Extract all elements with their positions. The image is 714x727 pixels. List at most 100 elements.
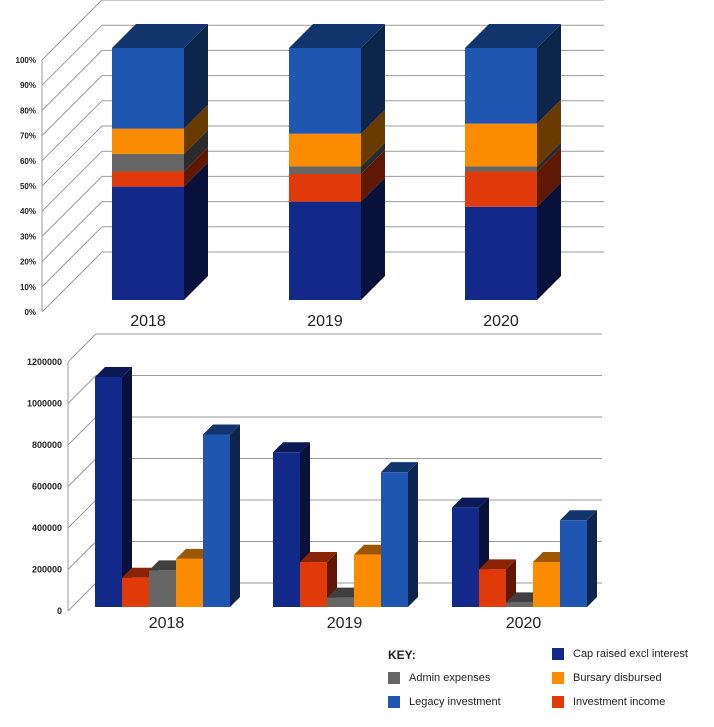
bar-2018-investment-income-value xyxy=(122,577,149,607)
bar-2020-legacy-investment-top xyxy=(465,24,561,48)
bar-2018-admin-expenses-side xyxy=(184,129,208,172)
bar-2019-cap-raised-excl-interest-side xyxy=(361,177,385,300)
bar-2020-bursary-disbursed xyxy=(465,123,537,167)
gridline-diagonal-1-5 xyxy=(41,125,103,187)
bar-2018-legacy-investment-value xyxy=(203,434,230,607)
bar-2018-bursary-disbursed-side xyxy=(184,104,208,154)
bar-2018-admin-expenses xyxy=(112,153,184,172)
y-tick-label-2-5: 1000000 xyxy=(27,399,62,409)
bar-2020-legacy-investment-value xyxy=(560,520,587,607)
legend-label-bursary-disbursed: Bursary disbursed xyxy=(573,672,662,684)
bar-2019-legacy-investment-top xyxy=(289,24,385,48)
bar-2018-admin-expenses-value xyxy=(149,570,176,607)
bar-2020-legacy-investment xyxy=(465,48,537,124)
bar-2019-investment-income-side xyxy=(361,150,385,202)
legend-label-legacy-investment: Legacy investment xyxy=(409,696,501,708)
bar-2019-investment-income-value-top xyxy=(300,552,337,563)
bar-2020-cap-raised-excl-interest xyxy=(465,206,537,300)
bar-2020-investment-income-value xyxy=(479,569,506,607)
bar-2018-cap-raised-excl-interest-value xyxy=(95,377,122,607)
gridline-diagonal-1-1 xyxy=(41,226,103,288)
y-tick-label-2-2: 400000 xyxy=(32,523,62,533)
bar-2020-cap-raised-excl-interest-value-top xyxy=(452,497,489,508)
bar-2020-legacy-investment-side xyxy=(537,24,561,124)
y-tick-label-1-1: 10% xyxy=(20,283,36,292)
legend-label-admin-expenses: Admin expenses xyxy=(409,672,491,684)
gridline-diagonal-1-10 xyxy=(41,0,103,61)
gridline-diagonal-1-6 xyxy=(41,100,103,162)
bar-2018-legacy-investment-value-side xyxy=(230,424,240,607)
bar-2018-legacy-investment-value-top xyxy=(203,424,240,435)
gridline-diagonal-2-5 xyxy=(67,375,97,404)
x-tick-label-2-2020: 2020 xyxy=(506,615,542,632)
gridline-diagonal-1-7 xyxy=(41,75,103,136)
legend-item-bursary-disbursed: Bursary disbursed xyxy=(552,672,662,684)
gridline-diagonal-1-8 xyxy=(41,50,103,111)
bar-2019-legacy-investment-value-side xyxy=(408,462,418,607)
bar-2020-investment-income-side xyxy=(537,147,561,207)
legend-item-cap-raised: Cap raised excl interest xyxy=(552,648,688,660)
bar-2019-legacy-investment-side xyxy=(361,24,385,134)
y-tick-label-1-5: 50% xyxy=(20,182,36,191)
bar-2018-legacy-investment-side xyxy=(184,24,208,129)
bar-2020-investment-income-value-top xyxy=(479,559,516,570)
bar-2018-legacy-investment-top xyxy=(112,24,208,48)
bar-2020-admin-expenses-value xyxy=(506,602,533,607)
legend-swatch-cap-raised xyxy=(552,648,564,660)
gridline-diagonal-2-0 xyxy=(67,582,97,612)
bar-2019-investment-income xyxy=(289,174,361,202)
y-tick-label-2-6: 1200000 xyxy=(27,357,62,367)
bar-2020-admin-expenses-side xyxy=(537,142,561,172)
y-tick-label-2-1: 200000 xyxy=(32,565,62,575)
bar-2020-bursary-disbursed-side xyxy=(537,99,561,167)
gridline-diagonal-1-9 xyxy=(41,24,103,86)
chart-legend: KEY: Cap raised excl interest Admin expe… xyxy=(388,644,714,724)
bar-2019-bursary-disbursed xyxy=(289,133,361,167)
x-tick-label-1-2018: 2018 xyxy=(130,313,166,330)
y-tick-label-2-3: 600000 xyxy=(32,482,62,492)
gridline-diagonal-2-3 xyxy=(67,458,97,487)
y-tick-label-1-9: 90% xyxy=(20,81,36,90)
legend-item-admin-expenses: Admin expenses xyxy=(388,672,490,684)
bar-2018-bursary-disbursed xyxy=(112,128,184,154)
x-tick-label-2-2019: 2019 xyxy=(327,615,363,632)
bar-2020-bursary-disbursed-value xyxy=(533,562,560,607)
legend-label-cap-raised: Cap raised excl interest xyxy=(573,648,688,660)
bar-2018-cap-raised-excl-interest-value-top xyxy=(95,367,132,377)
bar-2018-investment-income xyxy=(112,171,184,187)
legend-item-legacy-investment: Legacy investment xyxy=(388,696,501,708)
x-tick-label-1-2019: 2019 xyxy=(307,313,343,330)
gridline-diagonal-1-4 xyxy=(41,150,103,212)
y-tick-label-1-10: 100% xyxy=(16,56,36,65)
y-tick-label-1-7: 70% xyxy=(20,132,36,141)
gridline-diagonal-1-0 xyxy=(41,251,103,313)
bar-2019-admin-expenses-value xyxy=(327,597,354,607)
bar-2019-bursary-disbursed-value xyxy=(354,554,381,607)
bar-2019-legacy-investment-value-top xyxy=(381,462,418,473)
gridline-diagonal-2-2 xyxy=(67,499,97,529)
bar-2019-admin-expenses xyxy=(289,166,361,174)
bar-2019-legacy-investment-value xyxy=(381,472,408,607)
bar-2020-legacy-investment-value-side xyxy=(587,510,597,607)
gridline-diagonal-2-6 xyxy=(67,333,97,363)
y-tick-label-1-8: 80% xyxy=(20,106,36,115)
y-tick-label-1-2: 20% xyxy=(20,258,36,267)
y-tick-label-2-0: 0 xyxy=(57,606,62,616)
grouped-value-chart: 0 200000 400000 600000 800000 1000000 1200000 2… xyxy=(27,333,602,632)
y-tick-label-1-6: 60% xyxy=(20,157,36,166)
bar-2019-admin-expenses-side xyxy=(361,142,385,174)
bar-2018-cap-raised-excl-interest-side xyxy=(184,162,208,300)
bar-2020-legacy-investment-value-top xyxy=(560,510,597,521)
gridline-diagonal-2-1 xyxy=(67,541,97,570)
x-tick-label-2-2018: 2018 xyxy=(149,615,185,632)
legend-swatch-investment-income xyxy=(552,696,564,708)
bar-2019-bursary-disbursed-side xyxy=(361,109,385,167)
y-tick-label-1-3: 30% xyxy=(20,232,36,241)
legend-label-investment-income: Investment income xyxy=(573,696,666,708)
legend-title: KEY: xyxy=(388,648,416,662)
bar-2020-admin-expenses xyxy=(465,166,537,172)
bar-2020-cap-raised-excl-interest-side xyxy=(537,182,561,300)
y-tick-label-1-0: 0% xyxy=(24,308,36,317)
bar-2018-legacy-investment xyxy=(112,48,184,129)
bar-2018-bursary-disbursed-value xyxy=(176,558,203,607)
